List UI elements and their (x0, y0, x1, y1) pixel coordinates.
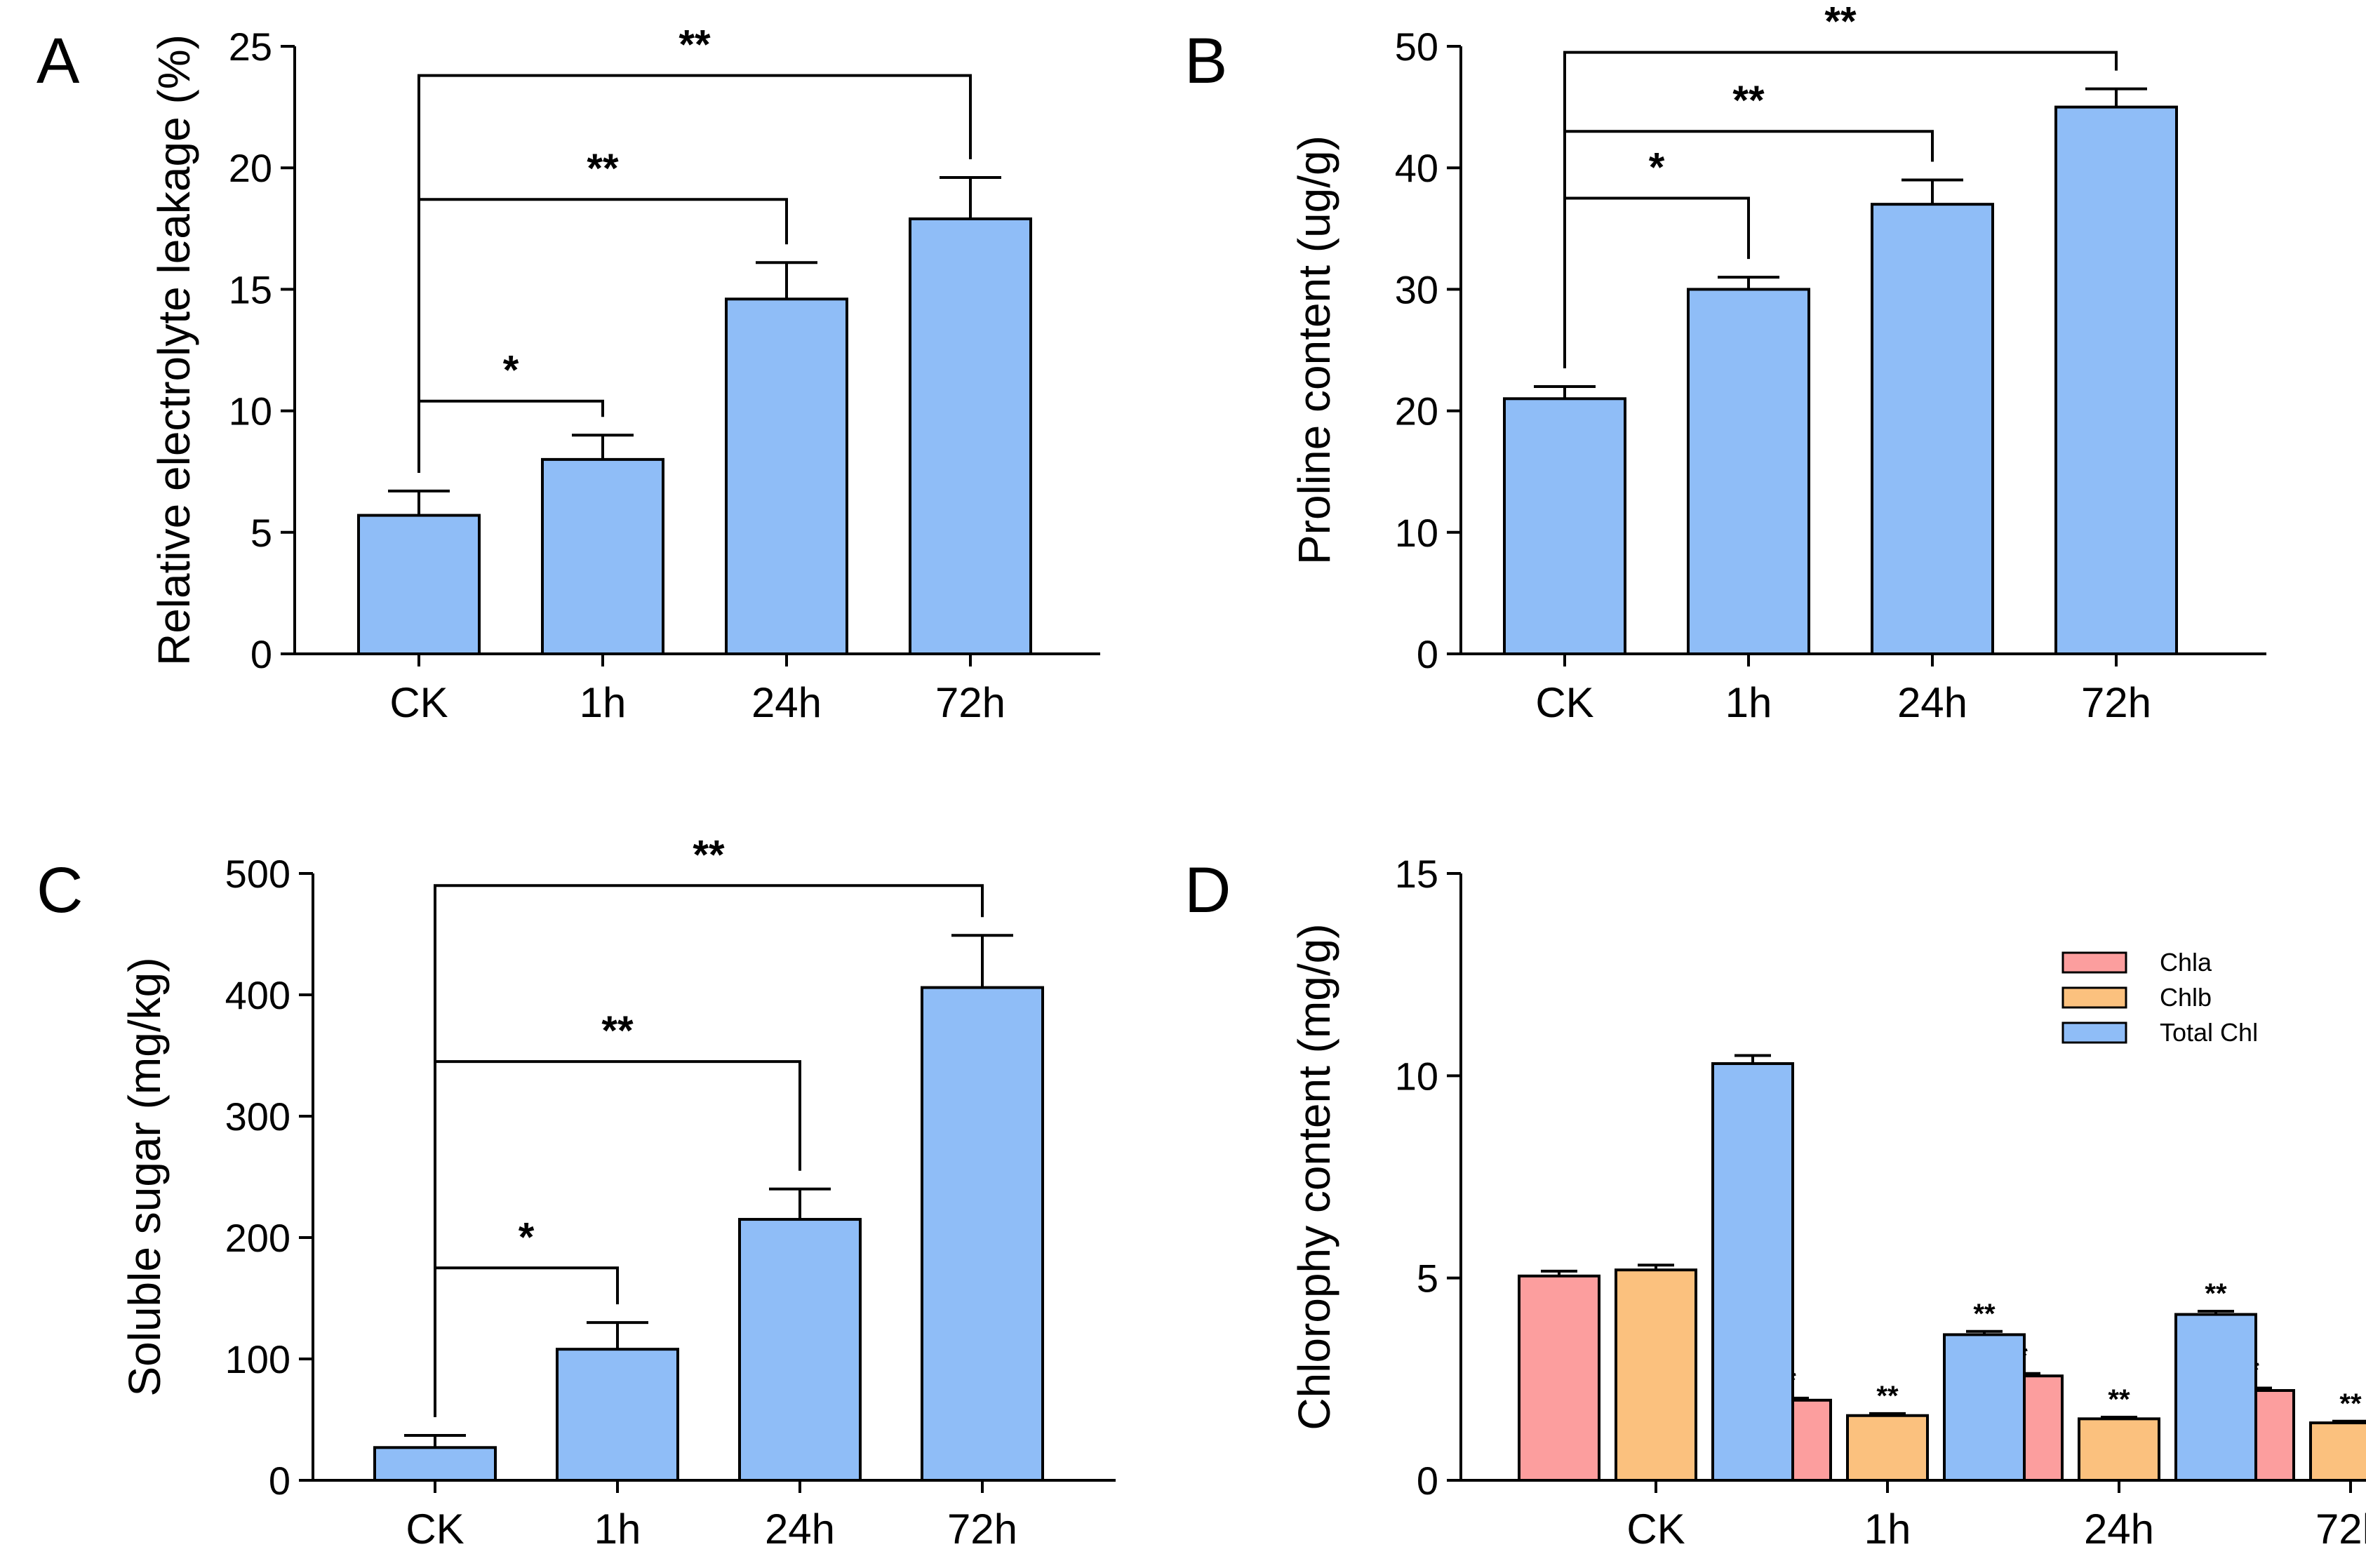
y-tick-label: 20 (229, 146, 272, 190)
x-tick-label: CK (1626, 1506, 1685, 1553)
x-tick-label: 1h (580, 679, 627, 726)
y-tick-label: 10 (1395, 1054, 1438, 1098)
panel-c: C 0 100 200 300 400 500 Soluble sugar (mg/kg) CK… (36, 832, 1116, 1553)
panel-b: B 0 10 20 30 40 50 Proline content (ug/g) CK 1h 24… (1184, 0, 2266, 726)
significance-label: ** (2108, 1384, 2130, 1415)
y-tick-label: 30 (1395, 267, 1438, 311)
y-tick-label: 0 (250, 632, 272, 676)
bar-chlb-72h (2309, 1421, 2366, 1482)
bar-24h (725, 297, 848, 655)
panel-letter: B (1184, 25, 1227, 97)
bar-1h (1687, 288, 1810, 655)
x-tick-label: 72h (2081, 679, 2151, 726)
x-tick-label: 24h (751, 679, 822, 726)
y-tick-label: 300 (225, 1094, 290, 1139)
significance-label: * (1649, 145, 1665, 191)
y-tick-label: 0 (1417, 1459, 1438, 1503)
x-tick-label: 24h (2084, 1506, 2154, 1553)
legend-swatch-chlb (2061, 986, 2127, 1009)
y-tick-label: 25 (229, 25, 272, 69)
y-tick-label: 200 (225, 1216, 290, 1260)
significance-label: ** (601, 1008, 634, 1054)
legend-swatch-total-chl (2061, 1021, 2127, 1044)
y-tick-label: 20 (1395, 389, 1438, 434)
y-tick-label: 10 (1395, 511, 1438, 555)
y-axis-label: Soluble sugar (mg/kg) (119, 957, 170, 1396)
significance-bracket (1563, 51, 2118, 368)
significance-bracket (434, 884, 984, 1417)
bar-24h (1871, 203, 1994, 656)
x-tick-label: 1h (594, 1506, 641, 1553)
y-axis-label: Proline content (ug/g) (1289, 135, 1339, 565)
significance-label: * (503, 348, 519, 394)
x-tick-label: 1h (1725, 679, 1772, 726)
bar-chla-ck (1518, 1274, 1600, 1482)
panel-a: A 0 5 10 15 20 25 Relative electrolyte leakage … (36, 22, 1100, 726)
legend-label: Chlb (2160, 983, 2212, 1012)
bar-chlb-24h (2078, 1417, 2160, 1482)
bar-total-chl-1h (1943, 1333, 2026, 1482)
y-tick-label: 100 (225, 1337, 290, 1381)
y-tick-label: 5 (250, 511, 272, 555)
bar-total-chl-ck (1711, 1062, 1794, 1482)
legend-label: Total Chl (2160, 1018, 2258, 1047)
significance-label: ** (1973, 1299, 1996, 1329)
legend-swatch-chla (2061, 951, 2127, 974)
y-axis-label: Relative electrolyte leakage (%) (149, 34, 199, 666)
y-tick-label: 5 (1417, 1257, 1438, 1301)
panel-letter: A (36, 25, 80, 97)
y-tick-label: 15 (229, 267, 272, 311)
legend: Chla Chlb Total Chl (2061, 948, 2258, 1047)
panel-d: D 0 5 10 15 Chlorophy content (mg/g) ** ** ** ** *… (1184, 852, 2366, 1553)
x-tick-label: CK (1535, 679, 1593, 726)
bar-24h (738, 1218, 862, 1482)
significance-label: ** (2339, 1388, 2362, 1419)
bar-1h (541, 457, 664, 655)
legend-label: Chla (2160, 948, 2212, 977)
x-tick-label: 72h (2315, 1506, 2366, 1553)
y-tick-label: 0 (1417, 632, 1438, 676)
x-tick-label: 1h (1864, 1506, 1911, 1553)
bar-ck (373, 1446, 497, 1482)
y-tick-label: 50 (1395, 25, 1438, 69)
bar-1h (556, 1348, 679, 1482)
significance-bracket (417, 74, 972, 473)
panel-letter: C (36, 855, 83, 926)
significance-label: ** (1876, 1381, 1899, 1412)
significance-label: ** (679, 22, 711, 68)
y-tick-label: 10 (229, 389, 272, 434)
x-tick-label: CK (389, 679, 448, 726)
bar-72h (909, 217, 1032, 656)
significance-label: ** (1732, 78, 1765, 123)
x-tick-label: 24h (765, 1506, 835, 1553)
significance-label: ** (587, 146, 619, 192)
bar-ck (1503, 397, 1626, 656)
y-tick-label: 500 (225, 852, 290, 896)
x-tick-label: 72h (935, 679, 1005, 726)
significance-label: * (519, 1214, 535, 1260)
bar-chlb-1h (1846, 1414, 1929, 1482)
y-tick-label: 0 (269, 1459, 290, 1503)
bar-chlb-ck (1615, 1268, 1697, 1482)
y-tick-label: 400 (225, 973, 290, 1017)
bar-total-chl-24h (2174, 1313, 2257, 1482)
y-axis-label: Chlorophy content (mg/g) (1289, 923, 1339, 1430)
significance-label: ** (693, 832, 725, 878)
panel-letter: D (1184, 855, 1231, 926)
y-tick-label: 40 (1395, 146, 1438, 190)
y-tick-label: 15 (1395, 852, 1438, 896)
x-tick-label: 72h (947, 1506, 1017, 1553)
significance-label: ** (1824, 0, 1857, 45)
bar-ck (357, 514, 481, 655)
x-tick-label: CK (406, 1506, 464, 1553)
bar-72h (2054, 105, 2178, 656)
significance-label: ** (2205, 1278, 2227, 1309)
x-tick-label: 24h (1897, 679, 1967, 726)
bar-72h (921, 986, 1044, 1482)
